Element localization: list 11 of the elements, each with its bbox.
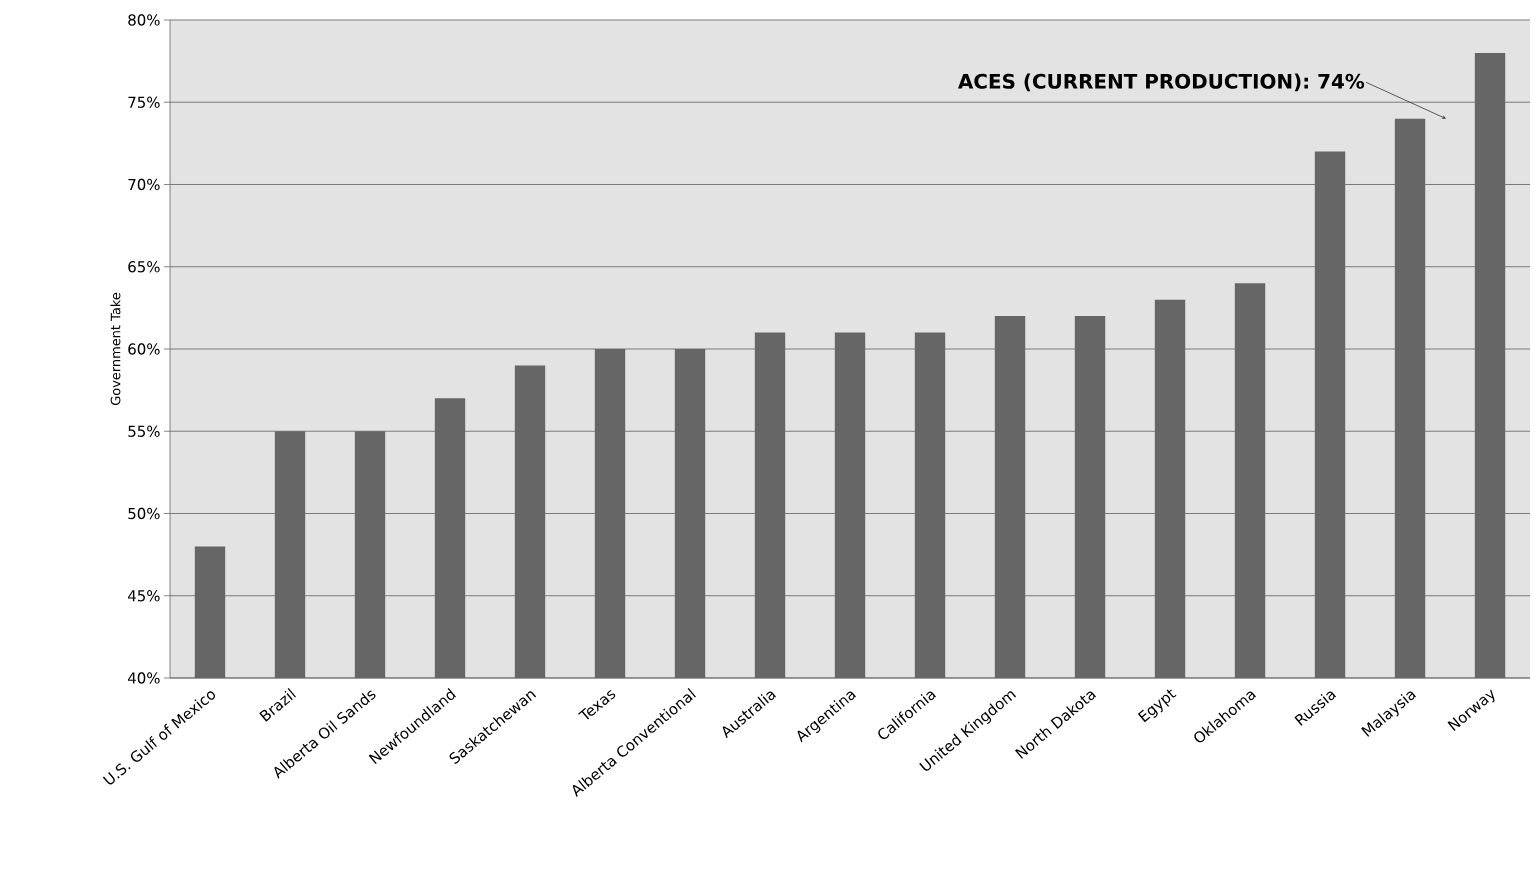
y-tick-label: 45% <box>128 590 160 602</box>
y-tick-label: 80% <box>128 14 160 26</box>
y-tick-label: 75% <box>128 96 160 108</box>
y-tick-label: 70% <box>128 178 160 191</box>
y-tick-label: 50% <box>128 507 160 520</box>
y-tick-label: 55% <box>128 425 160 437</box>
y-tick-label: 60% <box>128 343 160 355</box>
annotation: ACES (CURRENT PRODUCTION): 74% <box>958 73 1365 92</box>
y-tick-label: 65% <box>128 261 160 273</box>
y-tick-label: 40% <box>128 672 160 684</box>
y-axis-title: Government Take <box>110 292 121 406</box>
